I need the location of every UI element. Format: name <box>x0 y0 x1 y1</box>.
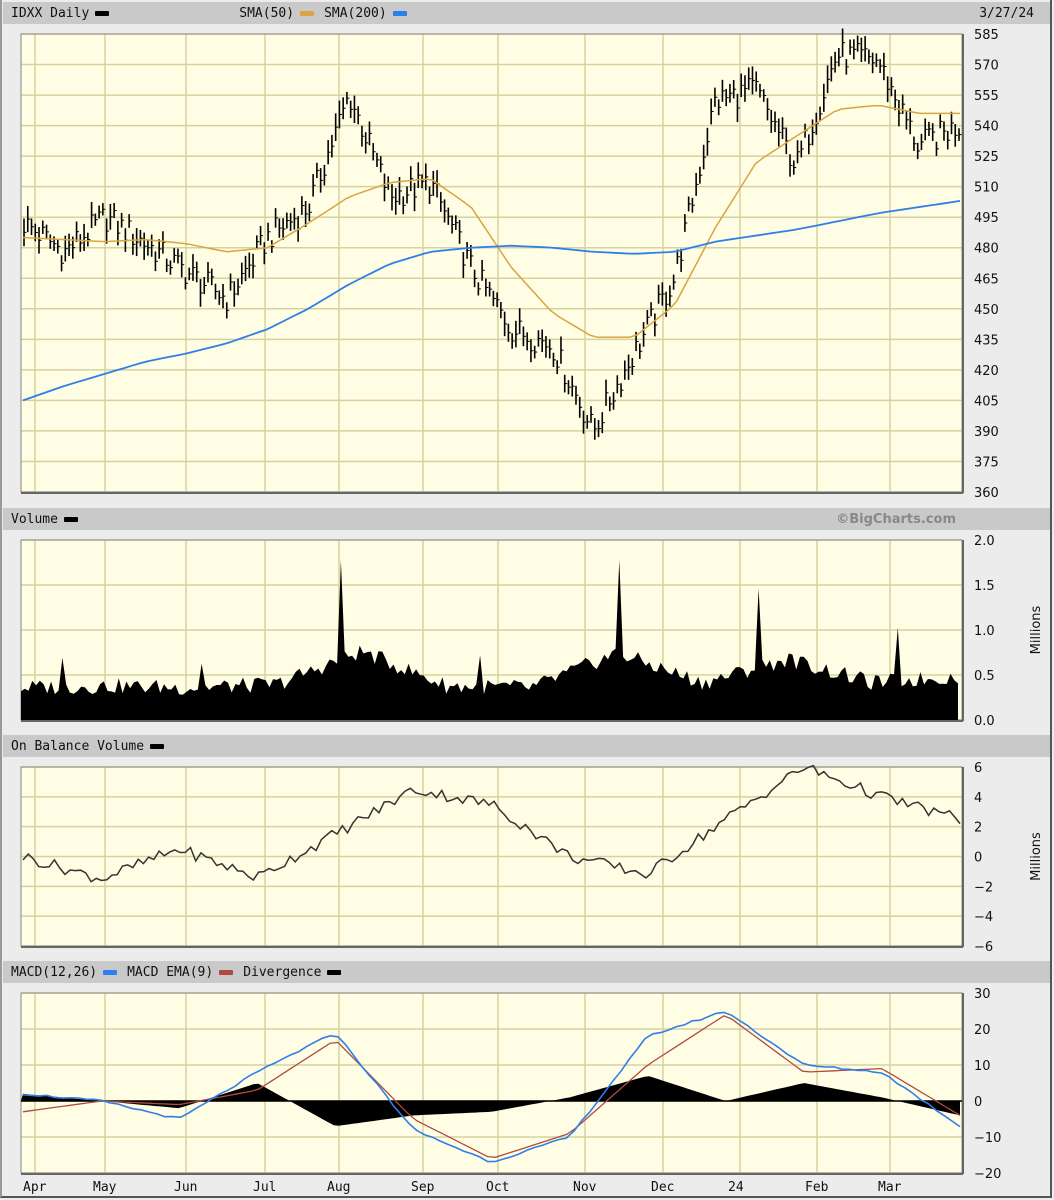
price-y-tick: 390 <box>974 425 999 440</box>
divergence-swatch-icon <box>327 969 342 975</box>
volume-y-tick: 1.0 <box>974 624 995 639</box>
x-axis-label: May <box>93 1180 117 1195</box>
volume-y-tick: 1.5 <box>974 579 995 594</box>
x-axis-label: Aug <box>327 1180 350 1195</box>
obv-y-tick: 2 <box>974 821 982 836</box>
macd-legend: MACD(12,26) <box>11 964 118 980</box>
macd-ema-line <box>22 1015 961 1158</box>
volume-legend: Volume <box>11 512 78 527</box>
ema-legend: MACD EMA(9) <box>127 964 234 980</box>
obv-y-tick: 4 <box>974 791 982 806</box>
obv-unit-label: Millions <box>1029 832 1044 881</box>
x-axis-label: 24 <box>728 1180 744 1195</box>
x-axis-label: Jul <box>253 1180 276 1195</box>
macd-y-tick: 30 <box>974 987 991 1002</box>
macd-header: MACD(12,26) MACD EMA(9) Divergence <box>3 961 1050 983</box>
x-axis-label: Dec <box>651 1180 674 1195</box>
obv-label: On Balance Volume <box>11 738 145 754</box>
sma50-legend: SMA(50) <box>239 5 315 21</box>
price-y-tick: 450 <box>974 303 999 318</box>
price-swatch-icon <box>95 10 110 16</box>
sma50-swatch-icon <box>300 10 315 16</box>
obv-panel: 6 4 2 0 −2 −4 −6 Millions <box>20 761 1044 955</box>
price-y-tick: 360 <box>974 486 999 501</box>
price-header: IDXX Daily SMA(50) SMA(200) 3/27/24 <box>3 2 1050 24</box>
volume-y-tick: 2.0 <box>974 534 995 549</box>
macd-line <box>22 1011 961 1163</box>
volume-y-tick: 0.5 <box>974 669 995 684</box>
obv-header: On Balance Volume <box>3 735 1050 757</box>
macd-y-tick: −20 <box>974 1167 1001 1182</box>
price-y-tick: 525 <box>974 150 999 165</box>
price-y-tick: 570 <box>974 59 999 74</box>
macd-y-tick: 20 <box>974 1023 991 1038</box>
divergence-legend: Divergence <box>243 964 342 980</box>
obv-y-tick: 6 <box>974 761 982 776</box>
price-bars <box>23 28 962 440</box>
x-axis-label: Sep <box>411 1180 435 1195</box>
obv-y-tick: −6 <box>974 940 993 955</box>
ema-swatch-icon <box>219 969 234 975</box>
x-axis-label: Nov <box>573 1180 597 1195</box>
volume-area <box>21 560 958 720</box>
sma200-legend: SMA(200) <box>324 6 407 21</box>
obv-y-tick: −2 <box>974 880 993 895</box>
volume-unit-label: Millions <box>1029 605 1044 654</box>
price-y-tick: 420 <box>974 364 999 379</box>
x-axis-label: Oct <box>486 1180 509 1195</box>
obv-swatch-icon <box>150 743 165 749</box>
macd-swatch-icon <box>103 969 118 975</box>
sma200-swatch-icon <box>392 10 407 16</box>
price-y-tick: 555 <box>974 89 999 104</box>
symbol-label: IDXX Daily <box>11 5 90 21</box>
price-y-tick: 540 <box>974 120 999 135</box>
volume-label: Volume <box>11 511 58 527</box>
obv-y-tick: 0 <box>974 851 982 866</box>
obv-line <box>22 764 961 883</box>
volume-y-tick: 0.0 <box>974 714 995 729</box>
volume-header: Volume ©BigCharts.com <box>3 508 1050 530</box>
macd-y-tick: 0 <box>974 1095 982 1110</box>
price-y-tick: 510 <box>974 181 999 196</box>
macd-y-tick: −10 <box>974 1131 1001 1146</box>
sma50-line <box>22 105 960 339</box>
sma200-line <box>22 200 961 402</box>
volume-swatch-icon <box>63 516 78 522</box>
macd-label: MACD(12,26) <box>11 964 98 980</box>
x-axis-label: Feb <box>805 1180 829 1195</box>
x-axis-label: Jun <box>174 1180 197 1195</box>
price-y-tick: 495 <box>974 211 999 226</box>
price-y-tick: 480 <box>974 242 999 257</box>
obv-y-tick: −4 <box>974 910 993 925</box>
symbol-legend: IDXX Daily <box>11 5 110 21</box>
sma50-label: SMA(50) <box>239 5 295 21</box>
obv-legend: On Balance Volume <box>11 738 165 754</box>
x-axis-label: Mar <box>878 1180 902 1195</box>
x-axis-label: Apr <box>23 1180 47 1195</box>
macd-panel: 30 20 10 0 −10 −20 <box>20 987 1001 1182</box>
divergence-label: Divergence <box>243 964 322 980</box>
macd-y-tick: 10 <box>974 1059 991 1074</box>
price-y-tick: 435 <box>974 333 999 348</box>
sma200-label: SMA(200) <box>324 5 387 21</box>
chart-date: 3/27/24 <box>979 5 1034 21</box>
price-y-tick: 405 <box>974 394 999 409</box>
price-y-tick: 465 <box>974 272 999 287</box>
price-y-tick: 375 <box>974 455 999 470</box>
price-y-tick: 585 <box>974 28 999 43</box>
bigcharts-credit: ©BigCharts.com <box>836 511 956 527</box>
ema-label: MACD EMA(9) <box>127 964 214 980</box>
